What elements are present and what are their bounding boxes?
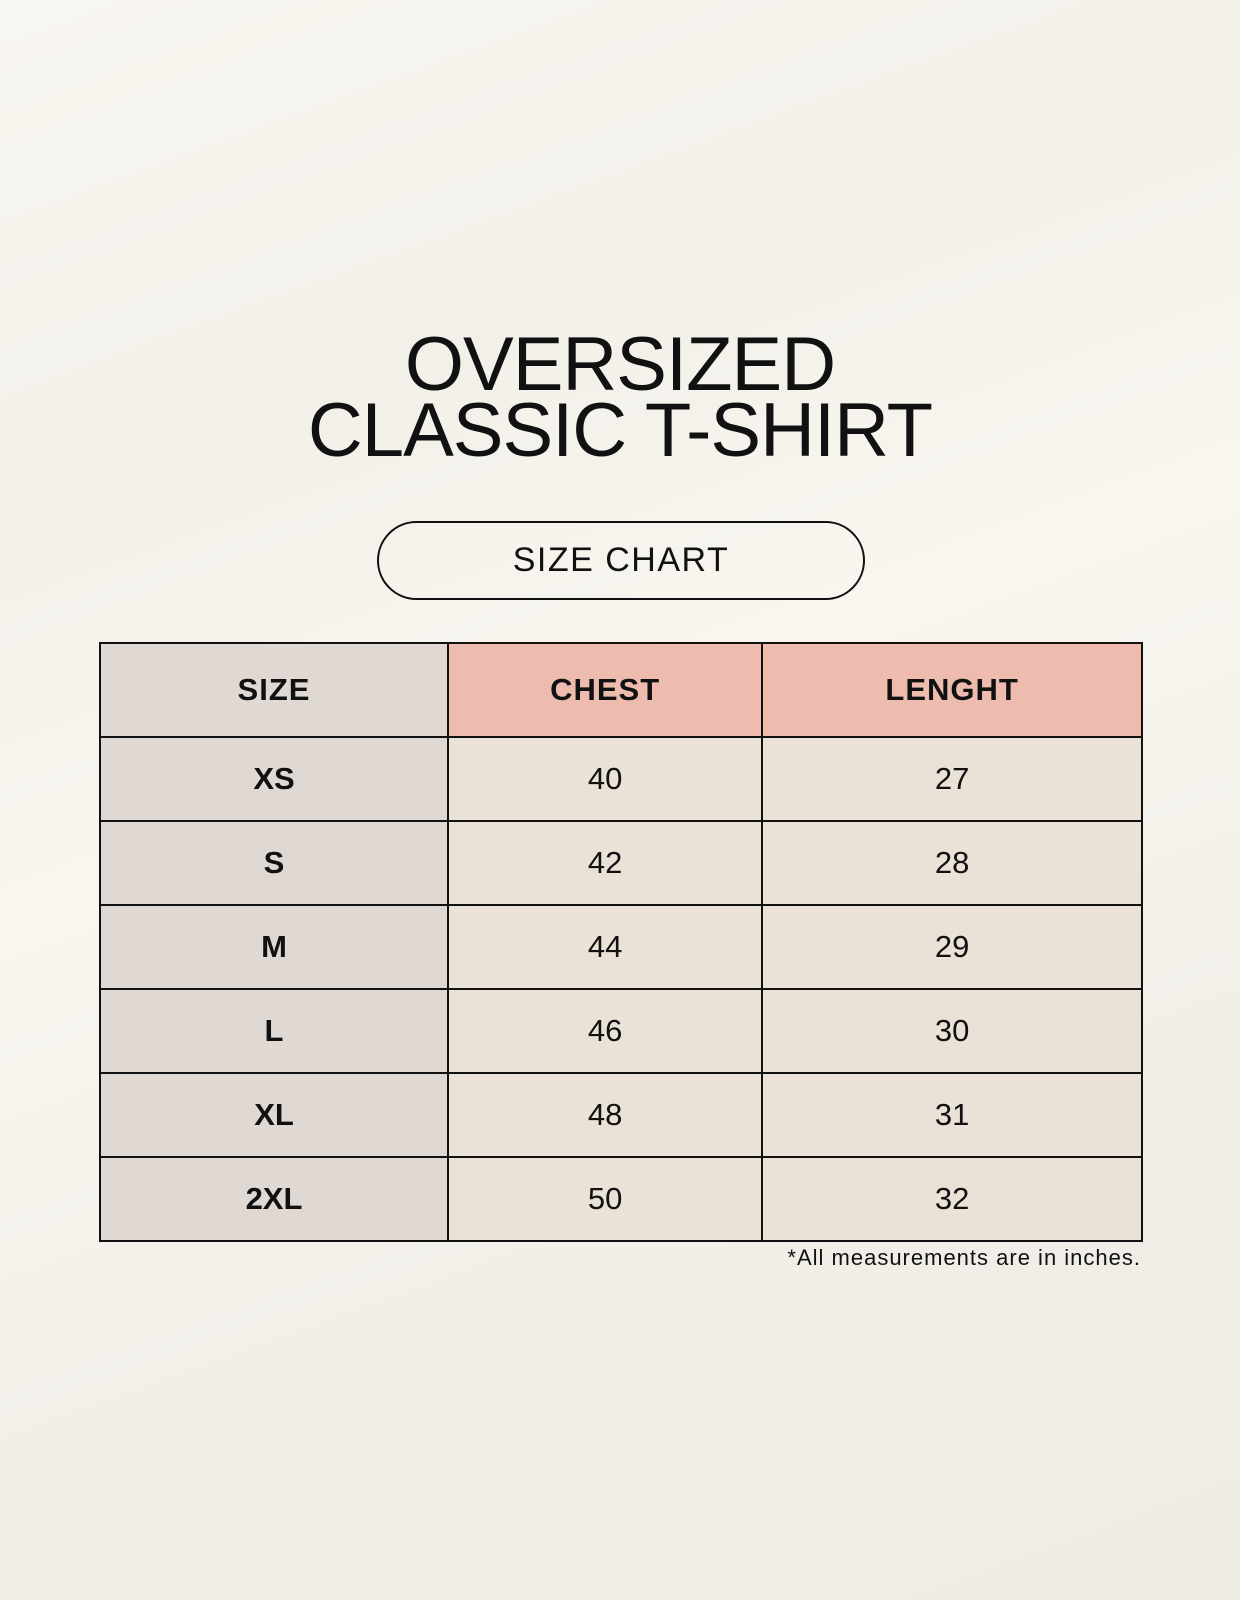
cell-chest: 48	[446, 1072, 764, 1158]
size-table: SIZE CHEST LENGHT XS 40 27 S 42 28 M 44 29 L 46 30 X…	[99, 642, 1143, 1242]
table-row: XL 48 31	[99, 1072, 1143, 1158]
cell-length: 27	[761, 736, 1143, 822]
cell-chest: 50	[446, 1156, 764, 1242]
cell-chest: 42	[446, 820, 764, 906]
page-title: OVERSIZED CLASSIC T-SHIRT	[0, 322, 1240, 473]
cell-size: XL	[99, 1072, 449, 1158]
cell-length: 28	[761, 820, 1143, 906]
cell-length: 32	[761, 1156, 1143, 1242]
title-line-1: OVERSIZED	[404, 322, 836, 407]
header-size: SIZE	[99, 642, 449, 738]
cell-size: L	[99, 988, 449, 1074]
table-row: 2XL 50 32	[99, 1156, 1143, 1242]
size-chart-badge: SIZE CHART	[377, 521, 865, 600]
footnote: *All measurements are in inches.	[787, 1245, 1141, 1270]
table-row: M 44 29	[99, 904, 1143, 990]
table-row: S 42 28	[99, 820, 1143, 906]
cell-size: 2XL	[99, 1156, 449, 1242]
title-line-2: CLASSIC T-SHIRT	[307, 388, 933, 473]
cell-size: M	[99, 904, 449, 990]
table-row: L 46 30	[99, 988, 1143, 1074]
header-chest: CHEST	[446, 642, 764, 738]
cell-length: 31	[761, 1072, 1143, 1158]
table-row: XS 40 27	[99, 736, 1143, 822]
header-length: LENGHT	[761, 642, 1143, 738]
cell-size: XS	[99, 736, 449, 822]
cell-chest: 40	[446, 736, 764, 822]
cell-chest: 46	[446, 988, 764, 1074]
cell-length: 29	[761, 904, 1143, 990]
cell-chest: 44	[446, 904, 764, 990]
cell-size: S	[99, 820, 449, 906]
cell-length: 30	[761, 988, 1143, 1074]
table-header-row: SIZE CHEST LENGHT	[99, 642, 1143, 738]
